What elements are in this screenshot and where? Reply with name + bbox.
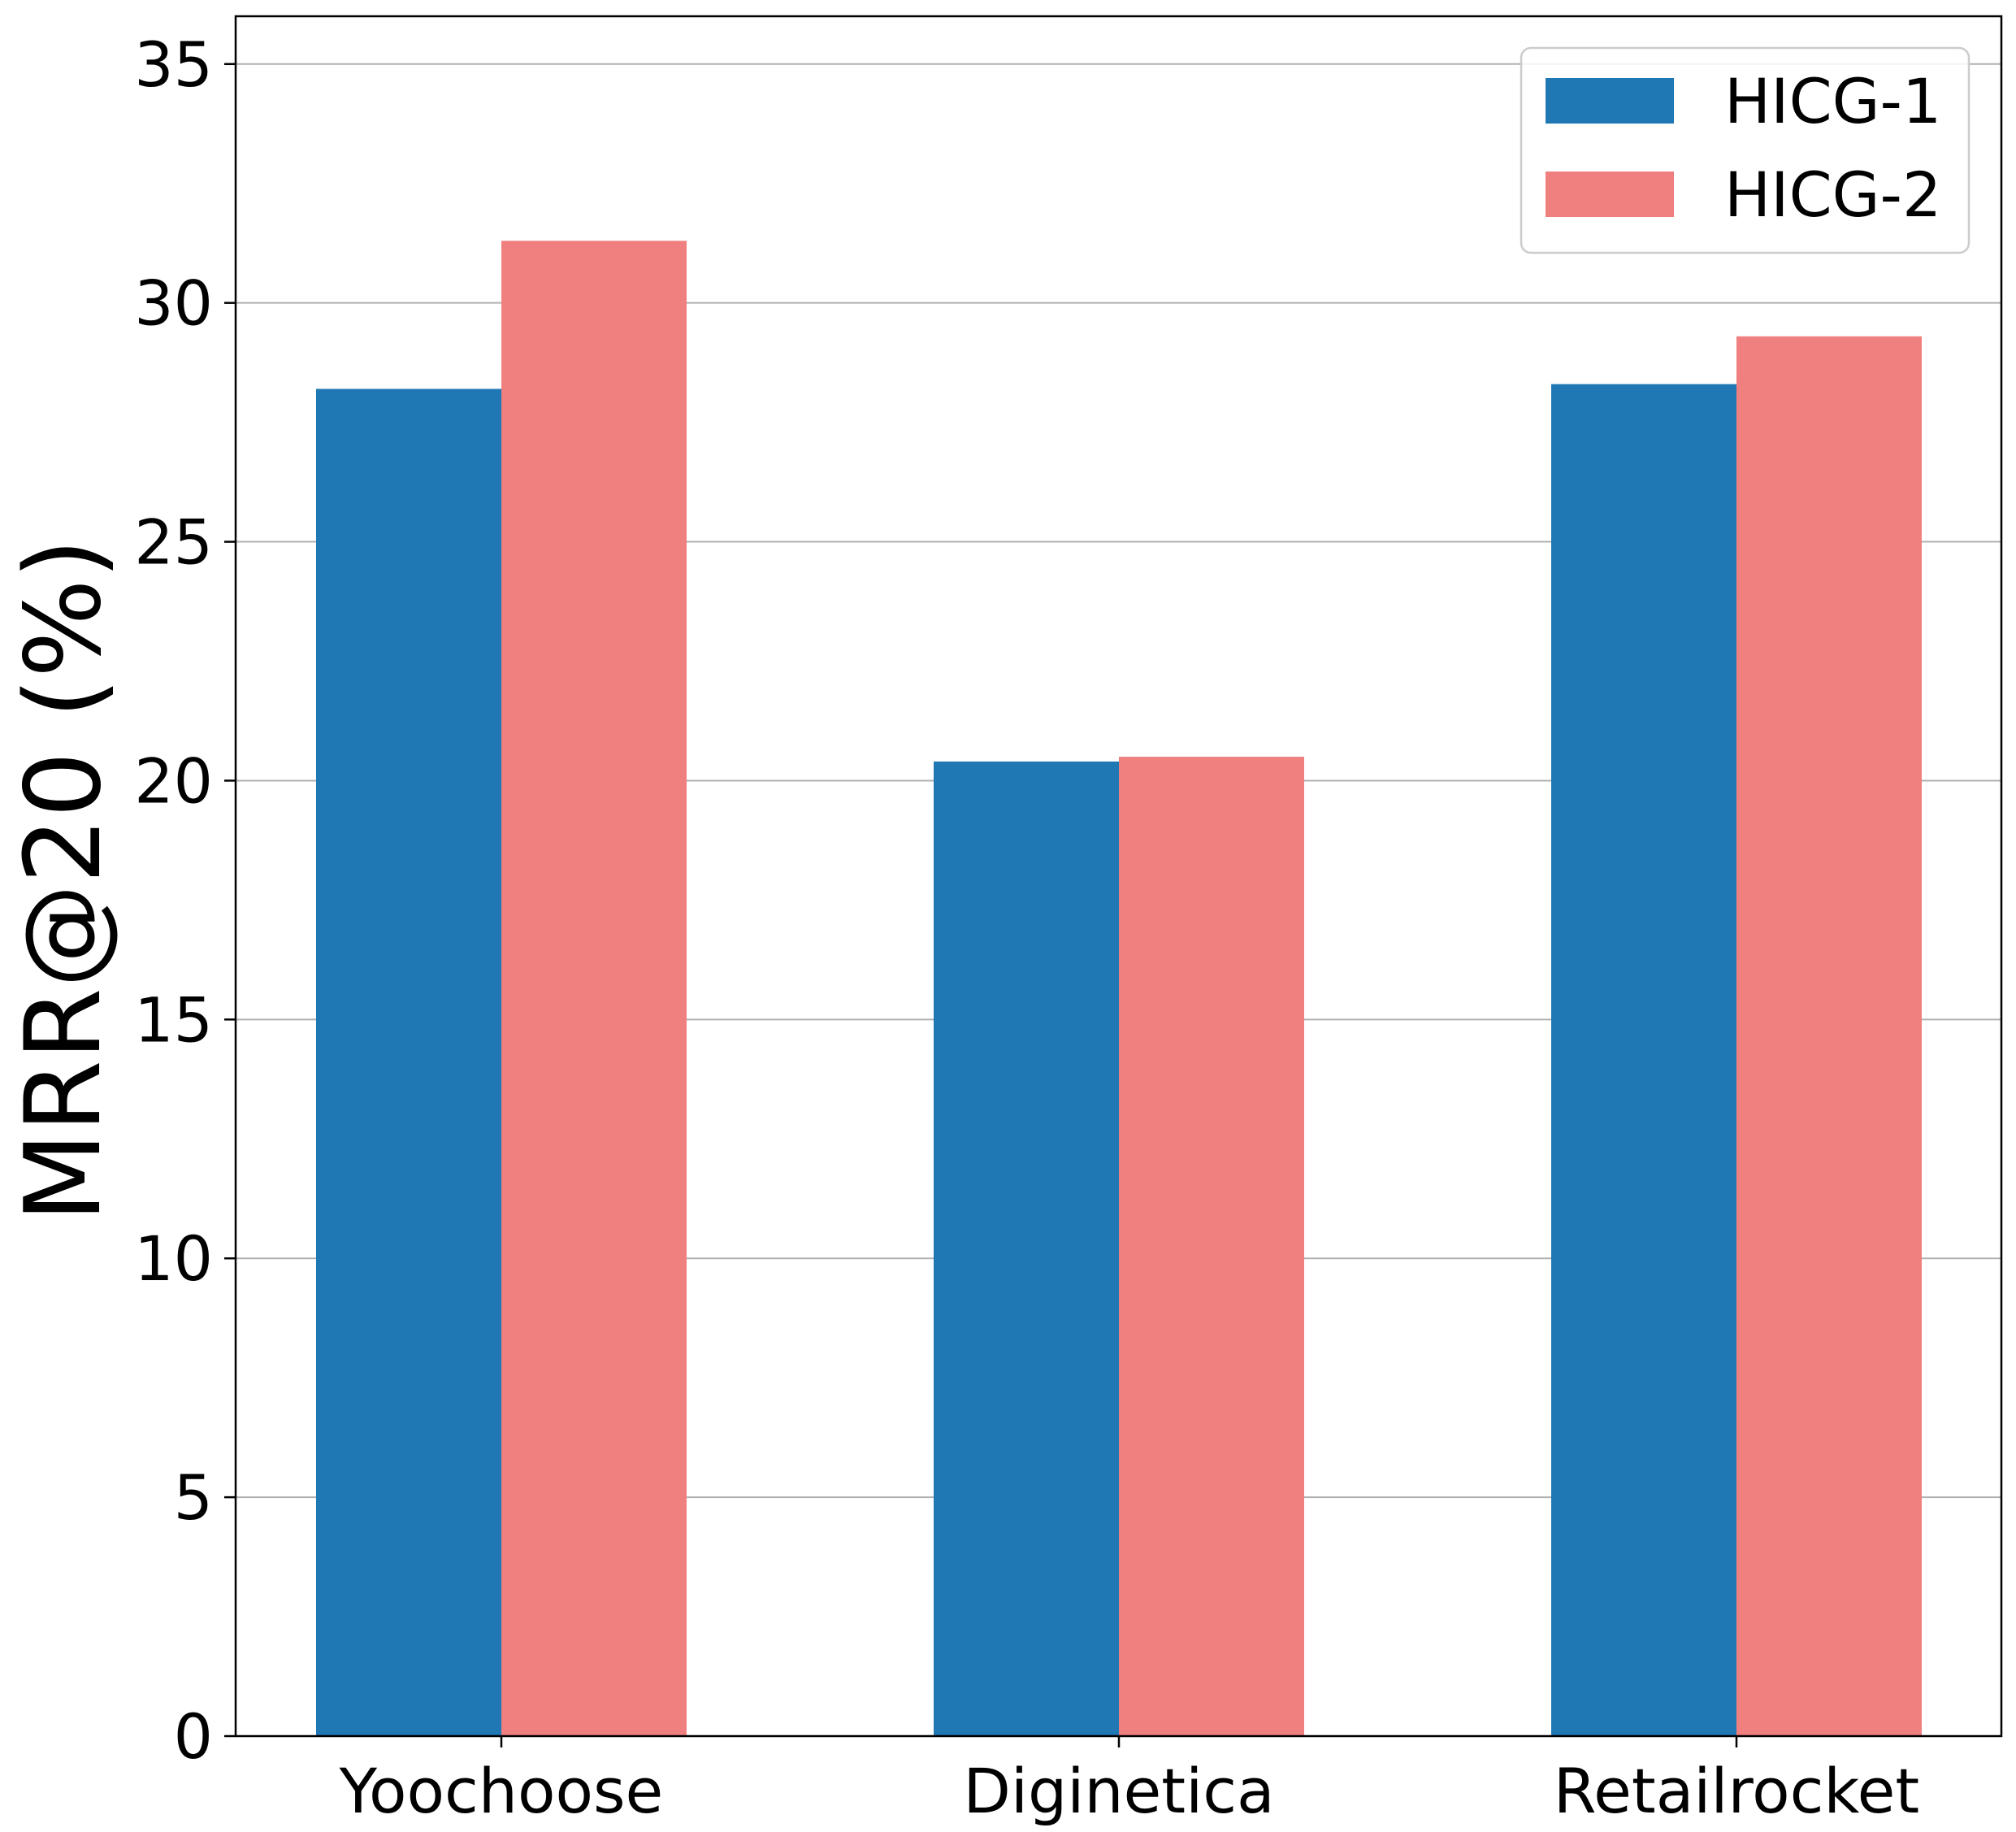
- bar-hicg-2-diginetica: [1119, 757, 1304, 1736]
- y-tick-label: 35: [134, 28, 213, 101]
- y-tick-label: 5: [174, 1461, 213, 1534]
- bar-hicg-2-yoochoose: [501, 241, 687, 1736]
- x-tick-label: Diginetica: [963, 1755, 1274, 1827]
- y-axis-ticks: 0 5 10 15 20 25 30 35: [134, 28, 236, 1773]
- y-tick-label: 30: [134, 267, 213, 340]
- legend-swatch: [1546, 78, 1674, 124]
- bars: [316, 241, 1922, 1737]
- legend-label: HICG-2: [1724, 158, 1941, 231]
- legend-item-hicg-2[interactable]: HICG-2: [1546, 158, 1941, 231]
- x-axis-ticks: Yoochoose Diginetica Retailrocket: [339, 1736, 1919, 1827]
- bar-hicg-2-retailrocket: [1736, 336, 1922, 1737]
- x-tick-label: Yoochoose: [339, 1755, 664, 1827]
- y-tick-label: 15: [134, 983, 213, 1056]
- bar-hicg-1-yoochoose: [316, 389, 501, 1736]
- x-tick-label: Retailrocket: [1554, 1755, 1919, 1827]
- legend[interactable]: HICG-1 HICG-2: [1520, 46, 1970, 254]
- legend-label: HICG-1: [1724, 65, 1941, 137]
- y-tick-label: 10: [134, 1222, 213, 1295]
- y-axis-label: MRR@20 (%): [3, 538, 124, 1222]
- bar-hicg-1-retailrocket: [1551, 384, 1736, 1737]
- legend-swatch: [1546, 171, 1674, 217]
- y-tick-label: 0: [174, 1700, 213, 1773]
- legend-item-hicg-1[interactable]: HICG-1: [1546, 65, 1941, 137]
- y-tick-label: 20: [134, 745, 213, 817]
- bar-hicg-1-diginetica: [934, 761, 1119, 1736]
- y-tick-label: 25: [134, 506, 213, 579]
